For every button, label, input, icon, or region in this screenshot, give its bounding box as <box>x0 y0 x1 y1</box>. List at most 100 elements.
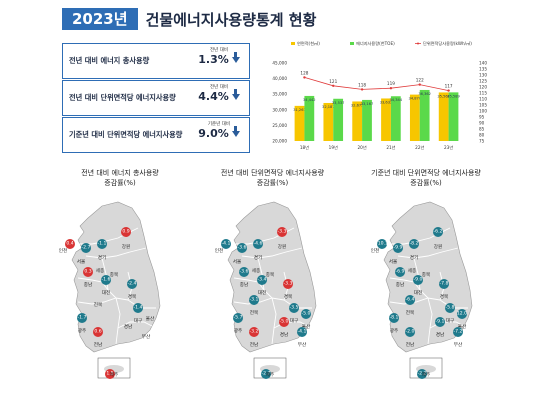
region-label-gyeongbuk: 경북 <box>284 293 292 300</box>
region-label-gangwon: 강원 <box>122 243 130 250</box>
region-value-gwangju: -1.7 <box>78 315 87 321</box>
down-arrow-icon <box>231 51 240 63</box>
region-label-gyeongnam: 경남 <box>124 323 133 330</box>
bar-area <box>409 94 420 141</box>
region-value-gyeongbuk: -2.4 <box>128 281 137 287</box>
region-bubble-daegu <box>289 303 299 313</box>
x-tick-label: 21년 <box>386 144 395 150</box>
region-bubble-incheon <box>65 239 75 249</box>
bar-value-label: 35,566 <box>437 94 450 98</box>
region-bubble-ulsan <box>301 309 311 319</box>
region-bubble-gwangju <box>389 313 399 323</box>
region-label-gwangju: 광주 <box>234 327 242 334</box>
region-bubble-gangwon <box>121 227 131 237</box>
y-right-tick-label: 120 <box>479 85 487 90</box>
bar-value-label: 33,537 <box>332 101 345 105</box>
region-label-gyeonggi: 경기 <box>410 254 418 261</box>
region-value-incheon: -10.1 <box>376 241 388 247</box>
page-title: 건물에너지사용량통계 현황 <box>145 10 317 29</box>
region-bubble-incheon <box>221 239 231 249</box>
stat-label: 기준년 대비 단위면적당 에너지사용량 <box>69 130 183 139</box>
region-value-seoul: -9.9 <box>394 245 403 251</box>
bar-value-label: 32,673 <box>351 103 364 107</box>
land-outline <box>71 201 161 353</box>
y-left-tick-label: 35,000 <box>272 92 287 97</box>
province-border <box>233 277 265 291</box>
region-label-daegu: 대구 <box>290 317 298 324</box>
legend-label-area: 연면적(천㎡) <box>297 40 320 47</box>
region-bubble-seoul <box>393 243 403 253</box>
map-title-unit-energy: 전년 대비 단위면적당 에너지사용량 증감률(%) <box>205 168 340 188</box>
region-value-busan: -4.1 <box>298 329 307 335</box>
region-label-gangwon: 강원 <box>278 243 286 250</box>
region-value-chungnam: -3.6 <box>240 269 249 275</box>
province-border <box>389 297 441 305</box>
bar-area <box>323 102 334 141</box>
region-bubble-gyeonggi <box>253 239 263 249</box>
y-left-tick-label: 30,000 <box>272 107 287 112</box>
region-value-gangwon: -6.2 <box>434 229 443 235</box>
province-border <box>77 297 129 305</box>
stat-label: 전년 대비 에너지 총사용량 <box>69 56 150 65</box>
region-value-chungnam: 0.3 <box>84 269 91 275</box>
region-value-jeonnam: -3.2 <box>250 329 259 335</box>
region-label-chungbuk: 충북 <box>266 271 274 278</box>
map-title-line1: 전년 대비 단위면적당 에너지사용량 <box>220 169 325 177</box>
region-label-jeju: 제주 <box>422 371 430 378</box>
x-tick-label: 18년 <box>300 144 309 150</box>
region-value-seoul: -2.7 <box>82 245 91 251</box>
region-value-ulsan: 12.0 <box>457 311 467 317</box>
region-label-jeonnam: 전남 <box>406 341 415 348</box>
map-title-line1: 기준년 대비 단위면적당 에너지사용량 <box>371 169 481 177</box>
bar-energy <box>362 99 372 141</box>
line-value-label: 119 <box>387 81 395 86</box>
legend-swatch-area <box>291 42 295 45</box>
chart-legend: 연면적(천㎡) 에너지사용량(천TOE) 단위면적당사용량(kWh/㎡) <box>291 40 472 47</box>
x-tick-label: 22년 <box>415 144 424 150</box>
bar-energy <box>419 89 430 141</box>
region-bubble-busan <box>297 327 307 337</box>
line-point <box>389 87 393 90</box>
region-value-daegu: -5.8 <box>446 305 455 311</box>
stat-caption: 기준년 대비 <box>207 122 231 127</box>
map-title-total-energy: 전년 대비 에너지 총사용량 증감률(%) <box>60 168 180 188</box>
region-label-daejeon: 대전 <box>102 289 110 296</box>
province-border <box>115 297 121 345</box>
region-label-jeonnam: 전남 <box>250 341 259 348</box>
stat-caption: 전년 대비 <box>210 85 228 90</box>
bar-value-label: 35,589 <box>447 94 460 98</box>
region-value-gyeongnam: -5.0 <box>280 319 289 325</box>
region-bubble-jeonbuk <box>405 295 415 305</box>
region-bubble-gwangju <box>77 313 87 323</box>
region-label-busan: 부산 <box>454 341 463 348</box>
legend-label-energy: 에너지사용량(천TOE) <box>356 40 395 47</box>
bar-energy <box>448 92 459 141</box>
region-bubble-daejeon <box>101 275 111 285</box>
region-bubble-daegu <box>445 303 455 313</box>
region-label-seoul: 서울 <box>77 258 85 265</box>
region-value-jeju: -2.2 <box>418 371 427 377</box>
region-label-jeonnam: 전남 <box>94 341 103 348</box>
region-bubble-gyeongbuk <box>127 279 137 289</box>
region-value-jeonbuk: -3.1 <box>250 297 259 303</box>
y-left-tick-label: 20,000 <box>272 139 287 144</box>
region-label-busan: 부산 <box>142 333 151 340</box>
y-right-tick-label: 130 <box>479 73 487 78</box>
y-right-tick-label: 110 <box>479 97 487 102</box>
x-tick-label: 20년 <box>357 144 366 150</box>
y-right-tick-label: 85 <box>479 127 485 132</box>
region-value-gyeongbuk: -7.8 <box>440 281 449 287</box>
korea-map-unit-energy: -4.1인천-3.6서울-4.6경기-3.3강원세종충북-3.6충남-3.4대전… <box>215 201 317 379</box>
stat-value: 4.4% <box>198 90 229 103</box>
bar-value-label: 33,167 <box>361 102 374 106</box>
region-label-incheon: 인천 <box>371 247 379 254</box>
region-value-gyeonggi: -1.1 <box>98 241 107 247</box>
region-bubble-gyeongbuk <box>283 279 293 289</box>
stat-caption: 전년 대비 <box>210 48 228 53</box>
province-border <box>85 247 147 259</box>
y-right-tick-label: 105 <box>479 103 487 108</box>
bar-energy <box>390 96 401 141</box>
